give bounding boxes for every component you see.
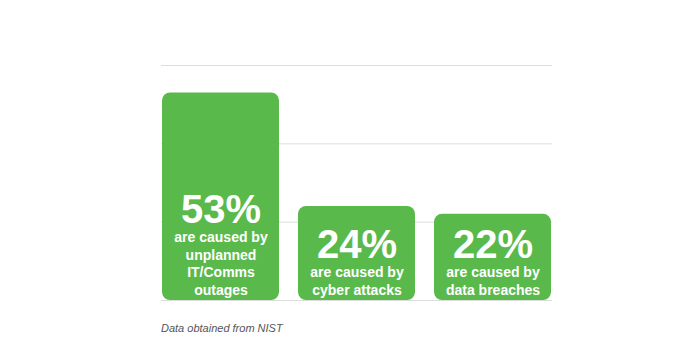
svg-text:are caused byunplannedIT/Comms: are caused byunplannedIT/Commsoutages: [174, 229, 268, 298]
html-text:Data obtained from NIST: Data obtained from NIST: [161, 322, 283, 334]
svg-text:24%: 24%: [317, 222, 397, 266]
svg-text:are caused bydata breaches: are caused bydata breaches: [446, 264, 540, 298]
svg-text:53%: 53%: [181, 187, 261, 231]
svg-text:are caused bycyber attacks: are caused bycyber attacks: [310, 264, 404, 298]
svg-text:22%: 22%: [453, 222, 533, 266]
